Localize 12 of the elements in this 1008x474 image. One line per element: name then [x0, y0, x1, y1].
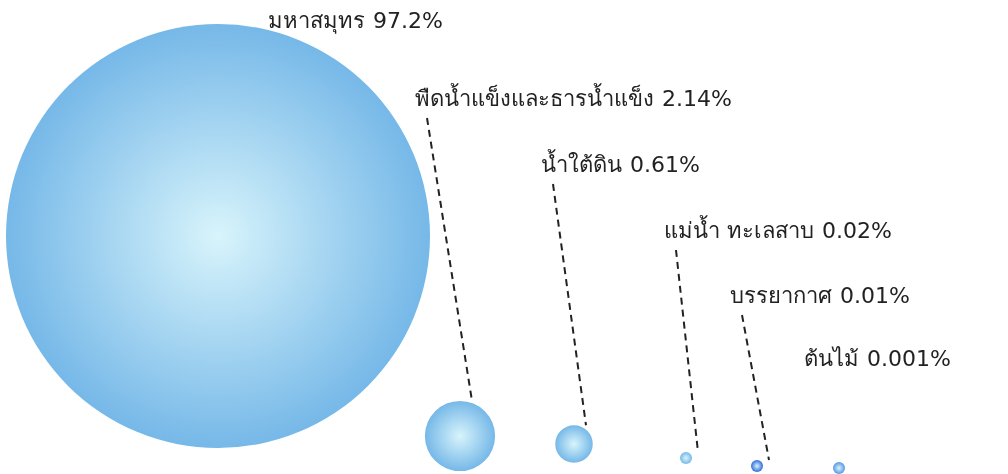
data-label: 0.01% [840, 283, 910, 308]
data-label: 0.61% [630, 152, 700, 177]
data-label: 2.14% [662, 86, 732, 111]
category-label: ต้นไม้ [804, 346, 859, 371]
category-label: มหาสมุทร [268, 8, 365, 34]
category-label: แม่น้ำ ทะเลสาบ [664, 215, 814, 243]
data-label: 0.001% [867, 346, 951, 371]
category-label: น้ำใต้ดิน [541, 149, 622, 177]
data-label: 97.2% [373, 8, 443, 33]
data-label: 0.02% [822, 218, 892, 243]
category-label: บรรยากาศ [730, 283, 832, 308]
category-label: พืดน้ำแข็งและธารน้ำแข็ง [415, 83, 654, 111]
